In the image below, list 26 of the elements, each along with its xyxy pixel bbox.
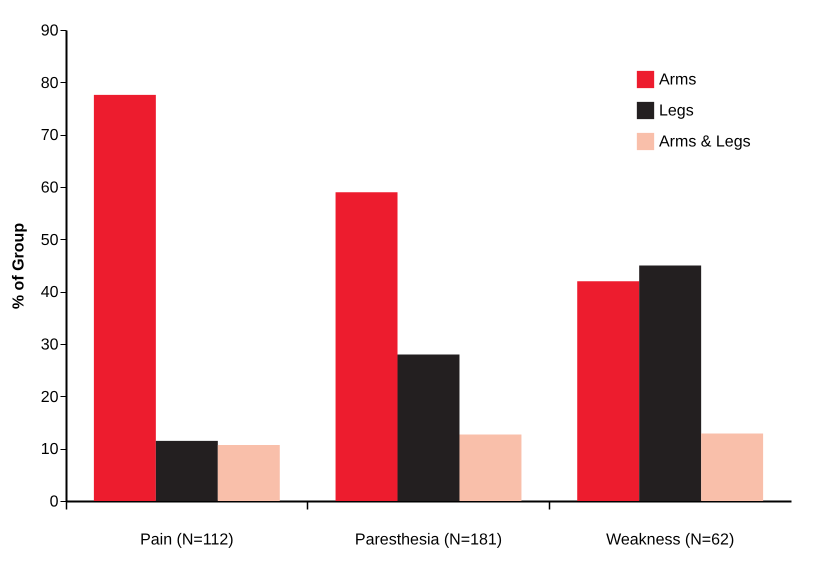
- bar: [577, 281, 640, 501]
- bar: [701, 433, 764, 501]
- legend-label: Legs: [659, 102, 694, 120]
- y-tick-label: 80: [40, 74, 59, 92]
- bar: [94, 94, 156, 501]
- bar: [218, 445, 280, 501]
- legend-label: Arms: [659, 72, 696, 88]
- x-tick-label: Paresthesia (N=181): [354, 532, 502, 548]
- y-axis-title: % of Group: [10, 222, 28, 310]
- bar: [398, 354, 460, 501]
- y-tick-label: 0: [50, 494, 59, 510]
- x-tick-label: Pain (N=112): [140, 532, 234, 548]
- y-tick-label: 30: [40, 336, 59, 354]
- y-tick-label: 60: [40, 180, 59, 196]
- bar: [639, 266, 702, 501]
- bar: [459, 434, 522, 501]
- y-tick-label: 10: [40, 441, 59, 458]
- bar: [156, 440, 218, 501]
- y-tick-label: 50: [40, 232, 59, 249]
- y-tick-label: 70: [40, 127, 59, 144]
- y-tick-label: 20: [40, 388, 59, 406]
- y-tick-label: 40: [40, 284, 59, 302]
- legend-label: Arms & Legs: [659, 134, 751, 150]
- y-tick-label: 90: [40, 22, 59, 40]
- x-tick-label: Weakness (N=62): [606, 532, 734, 548]
- bar: [336, 192, 398, 501]
